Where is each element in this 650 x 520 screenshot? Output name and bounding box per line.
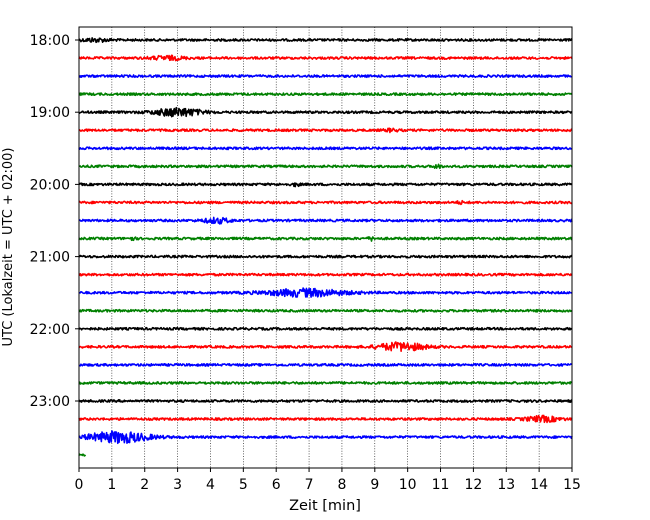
x-axis: 0 1 2 3 4 5 6 7 8 9 10 11 12 13 14 15 — [75, 468, 581, 493]
trace-2130 — [78, 287, 573, 298]
x-tick-label: 8 — [337, 477, 346, 493]
trace-1800 — [78, 37, 573, 44]
trace-1830 — [78, 74, 573, 79]
x-tick-label: 9 — [370, 477, 379, 493]
trace-2100 — [78, 254, 573, 259]
y-tick-label: 20:00 — [30, 177, 70, 193]
trace-2245 — [78, 381, 573, 385]
y-tick-label: 23:00 — [30, 394, 70, 410]
x-gridlines — [111, 27, 540, 468]
trace-2230 — [78, 362, 573, 367]
trace-2115 — [78, 272, 573, 277]
x-tick-label: 14 — [530, 477, 548, 493]
trace-1915 — [78, 127, 573, 134]
x-tick-label: 3 — [173, 477, 182, 493]
y-tick-label: 21:00 — [30, 250, 70, 266]
trace-2015 — [78, 199, 573, 206]
y-axis: 18:00 19:00 20:00 21:00 22:00 23:00 — [30, 33, 79, 410]
trace-2145 — [78, 308, 573, 313]
trace-2345 — [78, 453, 87, 457]
x-tick-label: 10 — [399, 477, 417, 493]
trace-2030 — [78, 216, 573, 225]
trace-2300 — [78, 399, 573, 403]
trace-2315 — [78, 414, 573, 424]
x-tick-label: 13 — [497, 477, 515, 493]
trace-1945 — [78, 163, 573, 170]
trace-1930 — [78, 146, 573, 151]
x-tick-label: 11 — [432, 477, 450, 493]
x-tick-label: 7 — [305, 477, 314, 493]
trace-1845 — [78, 92, 573, 97]
x-tick-label: 12 — [464, 477, 482, 493]
x-axis-title: Zeit [min] — [289, 498, 361, 514]
y-tick-label: 18:00 — [30, 33, 70, 49]
trace-2045 — [78, 236, 573, 242]
x-tick-label: 0 — [75, 477, 84, 493]
x-tick-label: 5 — [239, 477, 248, 493]
y-tick-label: 22:00 — [30, 322, 70, 338]
x-tick-label: 1 — [107, 477, 116, 493]
trace-2200 — [78, 326, 573, 331]
plot-frame — [78, 26, 573, 469]
y-tick-label: 19:00 — [30, 105, 70, 121]
x-tick-label: 2 — [140, 477, 149, 493]
seismogram-traces — [78, 37, 573, 457]
trace-1900 — [78, 106, 573, 118]
x-tick-label: 4 — [206, 477, 215, 493]
trace-1815 — [78, 54, 573, 62]
x-tick-label: 15 — [563, 477, 581, 493]
trace-2215 — [78, 341, 573, 353]
trace-2330 — [78, 430, 573, 445]
trace-2000 — [78, 182, 573, 188]
x-tick-label: 6 — [272, 477, 281, 493]
y-axis-title: UTC (Lokalzeit = UTC + 02:00) — [1, 148, 16, 347]
plot-area — [79, 27, 572, 468]
